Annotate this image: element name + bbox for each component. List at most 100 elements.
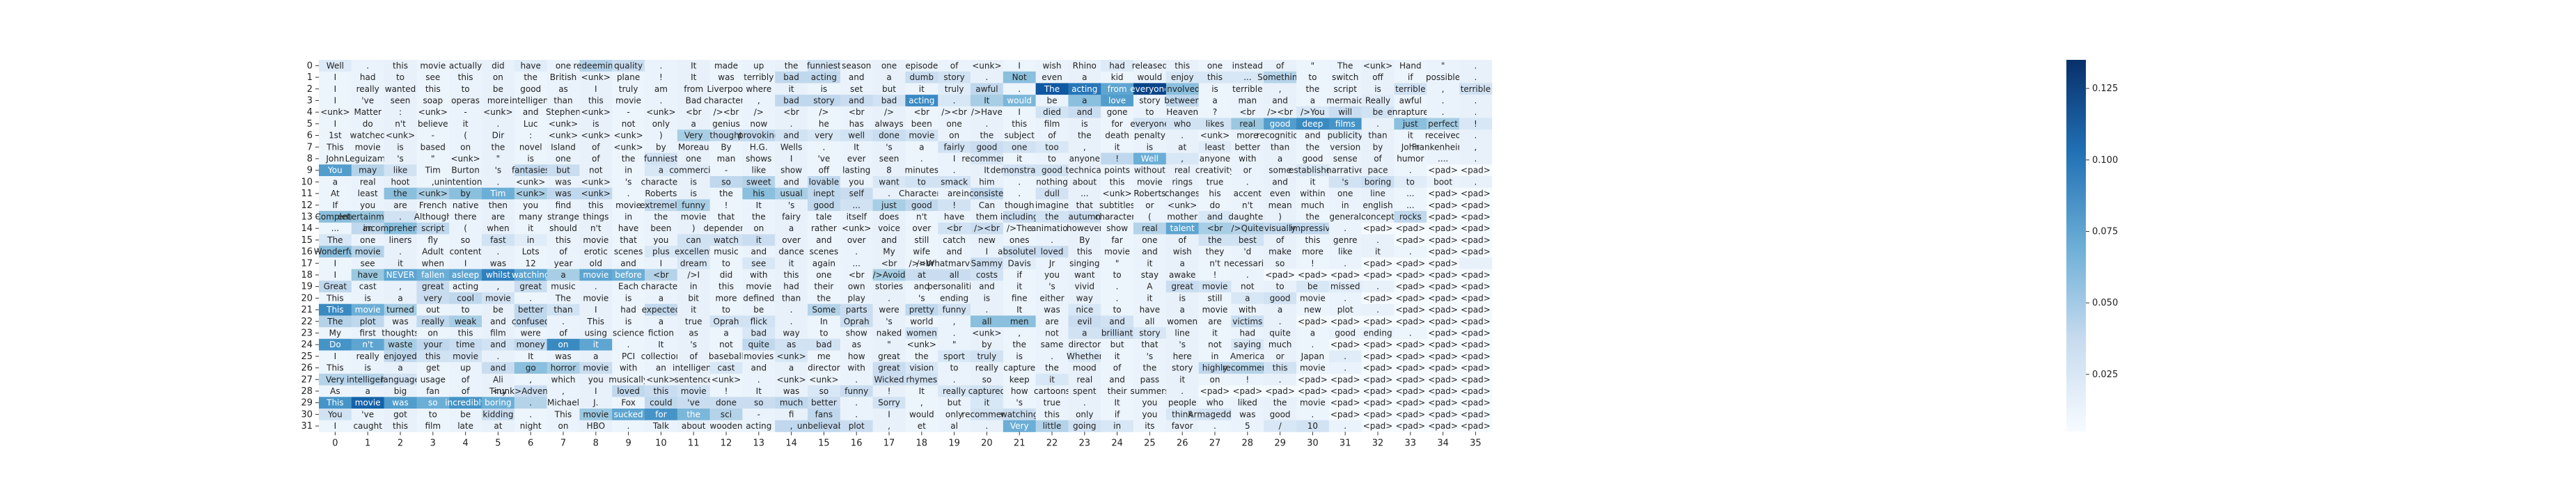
heatmap-cell: [319, 60, 352, 72]
cell-token-label: genius: [712, 119, 740, 129]
cell-token-label: dumb: [910, 72, 934, 82]
heatmap-cell: [1165, 362, 1199, 374]
cell-token-label: but: [948, 398, 961, 408]
cell-token-label: <pad>: [1363, 340, 1393, 349]
cell-token-label: ones: [1010, 235, 1030, 245]
cell-token-label: one: [1012, 142, 1027, 152]
heatmap-cell: [971, 280, 1004, 293]
heatmap-cell: [905, 234, 938, 246]
heatmap-cell: [1427, 71, 1460, 84]
cell-token-label: seen: [391, 95, 411, 105]
heatmap-cell: [1035, 199, 1069, 212]
cell-token-label: subject: [1004, 131, 1035, 141]
cell-token-label: truly: [945, 84, 964, 94]
cell-token-label: acting: [453, 282, 478, 292]
heatmap-cell: [938, 420, 971, 432]
cell-token-label: so: [1275, 258, 1285, 268]
x-tick-label: 24: [1111, 438, 1123, 448]
cell-token-label: science: [613, 328, 644, 338]
cell-token-label: .: [1018, 177, 1021, 187]
cell-token-label: a: [593, 351, 598, 361]
cell-token-label: a: [723, 328, 728, 338]
heatmap-cell: [1231, 269, 1264, 281]
cell-token-label: should: [549, 223, 577, 233]
heatmap-cell: [677, 303, 710, 316]
heatmap-cell: [1264, 152, 1297, 165]
cell-token-label: and: [1142, 247, 1158, 257]
cell-token-label: impressive: [1290, 223, 1335, 233]
heatmap-cell: [645, 420, 678, 432]
heatmap-cell: [677, 269, 710, 281]
y-tick-label: 8: [307, 154, 313, 164]
heatmap-cell: [971, 246, 1004, 258]
cell-token-label: <pad>: [1428, 351, 1458, 361]
cell-token-label: the: [393, 189, 407, 198]
heatmap-cell: [1264, 199, 1297, 212]
cell-token-label: this: [393, 421, 408, 431]
cell-token-label: a: [789, 223, 794, 233]
cell-token-label: good: [1042, 166, 1062, 175]
cell-token-label: not: [719, 340, 733, 349]
colorbar-tick-label: 0.025: [2092, 370, 2118, 380]
cell-token-label: is: [1179, 293, 1186, 303]
cell-token-label: parts: [846, 305, 867, 315]
heatmap-cell: [1035, 362, 1069, 374]
cell-token-label: more: [487, 95, 509, 105]
heatmap-cell: [384, 222, 417, 235]
heatmap-cell: [1427, 222, 1460, 235]
cell-token-label: of: [1276, 61, 1285, 70]
cell-token-label: movie: [681, 212, 707, 221]
heatmap-cell: [319, 338, 352, 351]
cell-token-label: a: [1082, 328, 1087, 338]
heatmap-cell: [351, 350, 384, 363]
heatmap-cell: [1035, 338, 1069, 351]
cell-token-label: fast: [490, 235, 506, 245]
heatmap-cell: [612, 362, 645, 374]
cell-token-label: keep: [1010, 374, 1030, 384]
heatmap-cell: [1101, 257, 1134, 269]
cell-token-label: fine: [1012, 293, 1028, 303]
heatmap-cell: [1133, 338, 1167, 351]
heatmap-cell: [319, 164, 352, 177]
heatmap-cell: [709, 141, 743, 153]
x-tick-label: 9: [625, 438, 631, 448]
heatmap-cell: [775, 327, 808, 340]
heatmap-cell: [645, 164, 678, 177]
heatmap-cell: [905, 303, 938, 316]
cell-token-label: <pad>: [1363, 374, 1393, 384]
heatmap-cell: [808, 141, 841, 153]
cell-token-label: this: [1044, 409, 1060, 419]
heatmap-cell: [872, 269, 906, 281]
cell-token-label: ending: [1363, 328, 1392, 338]
heatmap-cell: [384, 152, 417, 165]
heatmap-cell: [1394, 373, 1427, 386]
cell-token-label: 's: [918, 293, 925, 303]
cell-token-label: <unk>: [549, 119, 578, 129]
heatmap-cell: [742, 164, 776, 177]
heatmap-cell: [1394, 141, 1427, 153]
x-tick-label: 13: [753, 438, 765, 448]
cell-token-label: want: [879, 177, 900, 187]
cell-token-label: seen: [879, 154, 900, 164]
cell-token-label: <pad>: [1298, 386, 1328, 396]
cell-token-label: this: [1207, 72, 1223, 82]
cell-token-label: <br: [1207, 223, 1223, 233]
heatmap-cell: [612, 95, 645, 107]
cell-token-label: <pad>: [1461, 340, 1491, 349]
cell-token-label: wish: [1042, 61, 1061, 70]
cell-token-label: be: [1373, 107, 1383, 117]
cell-token-label: you: [653, 235, 668, 245]
cell-token-label: n't: [1209, 258, 1220, 268]
cell-token-label: one: [1142, 235, 1157, 245]
heatmap-cell: [1231, 362, 1264, 374]
cell-token-label: HBO: [587, 421, 606, 431]
heatmap-cell: [449, 420, 482, 432]
cell-token-label: story: [813, 95, 834, 105]
cell-token-label: baseball: [709, 351, 744, 361]
cell-token-label: was: [718, 72, 734, 82]
cell-token-label: movie: [355, 142, 381, 152]
cell-token-label: for: [655, 409, 667, 419]
cell-token-label: naked: [877, 328, 902, 338]
heatmap-cell: [416, 176, 450, 189]
heatmap-cell: [905, 350, 938, 363]
